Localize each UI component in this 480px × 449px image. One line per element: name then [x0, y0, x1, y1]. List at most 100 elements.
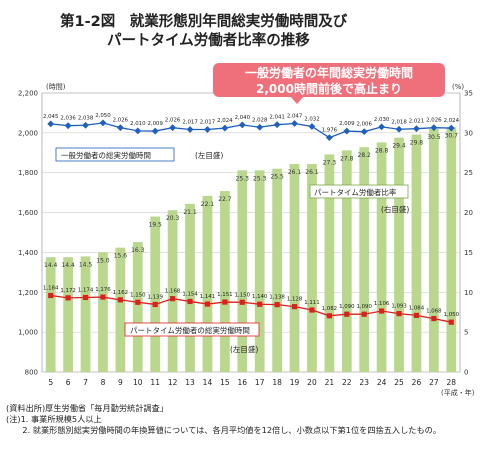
- bar-label: 26.1: [305, 169, 319, 176]
- bar-label: 28.8: [375, 147, 389, 154]
- x-tick-label: 17: [255, 378, 265, 387]
- series-value-label: 2,038: [78, 115, 94, 121]
- chart: 14.4 14.4 14.515.0 15.616.3 19.520.321.1 22.1…: [18, 83, 475, 397]
- series-marker: [65, 295, 71, 301]
- series-value-label: 1,168: [165, 289, 181, 295]
- x-tick-label: 22: [342, 378, 352, 387]
- y-right-tick-label: 10: [464, 289, 473, 297]
- x-tick-label: 7: [83, 378, 88, 387]
- page-title-line1: 第1-2図 就業形態別年間総実労働時間及び: [60, 14, 348, 30]
- bar: [394, 137, 404, 372]
- series-marker: [47, 120, 55, 128]
- series-value-label: 1,172: [60, 288, 75, 294]
- series-marker: [187, 298, 193, 305]
- series-marker: [257, 301, 263, 307]
- y-left-tick-label: 1,800: [18, 169, 38, 177]
- axis-layer: 800 1,000 1,200 1,400 1,600 1,800 2,000 2,200 0 5…: [18, 90, 473, 388]
- series-value-label: 2,021: [409, 119, 424, 125]
- series-marker: [344, 311, 350, 317]
- bar-label: 29.4: [392, 143, 406, 150]
- x-tick-label: 10: [133, 378, 143, 387]
- series-value-label: 2,024: [444, 118, 460, 124]
- x-tick-label: 25: [394, 378, 404, 387]
- y-left-tick-label: 2,200: [18, 90, 38, 98]
- series-value-label: 2,040: [235, 115, 251, 121]
- series-marker: [82, 121, 89, 129]
- bar: [80, 256, 91, 372]
- y-right-tick-label: 5: [464, 329, 468, 337]
- series-value-label: 1,176: [95, 287, 111, 293]
- series-marker: [396, 311, 402, 317]
- bar-label: 14.5: [79, 261, 93, 268]
- series-value-label: 2,024: [217, 118, 233, 124]
- x-unit: (平成・年): [441, 388, 475, 397]
- y-left-tick-label: 1,200: [18, 289, 38, 297]
- bar-label: 30.5: [427, 134, 441, 141]
- x-tick-label: 21: [325, 378, 335, 387]
- bar: [132, 242, 143, 372]
- bar-label: 22.7: [218, 196, 232, 203]
- series-value-label: 2,036: [60, 116, 76, 122]
- series-marker: [378, 123, 386, 131]
- footnote-note-1: (注)1. 事業所規模5人以上: [6, 414, 102, 424]
- bar: [446, 127, 457, 372]
- legend-general-note: (左目盛): [195, 150, 223, 160]
- series-marker: [395, 125, 403, 133]
- series-value-label: 2,017: [200, 119, 215, 125]
- x-tick-label: 14: [203, 378, 213, 387]
- series-marker: [204, 301, 211, 307]
- series-value-label: 2,017: [182, 119, 197, 125]
- series-marker: [48, 292, 54, 299]
- series-marker: [343, 127, 351, 135]
- x-tick-label: 9: [118, 378, 123, 387]
- series-marker: [134, 127, 142, 135]
- series-marker: [152, 301, 158, 308]
- series-marker: [135, 299, 141, 305]
- callout-line2: 2,000時間前後で高止まり: [256, 82, 402, 96]
- bar: [411, 134, 422, 372]
- legend-part-hours: パートタイム労働者の総実労働時間 (左目盛): [124, 322, 260, 354]
- bar: [307, 163, 317, 372]
- series-value-label: 1,138: [269, 295, 285, 301]
- x-tick-label: 23: [359, 378, 369, 387]
- series-value-label: 2,028: [252, 117, 268, 123]
- series-marker: [151, 127, 159, 135]
- series-marker: [273, 121, 281, 129]
- y-left-tick-label: 800: [25, 369, 38, 377]
- series-marker: [447, 124, 455, 132]
- series-value-label: 1,184: [43, 285, 59, 291]
- bar-label: 27.3: [323, 159, 337, 166]
- series-marker: [239, 299, 245, 305]
- x-tick-label: 11: [150, 378, 160, 387]
- series-value-label: 2,009: [147, 121, 163, 127]
- series-value-label: 2,032: [304, 116, 319, 122]
- series-marker: [309, 307, 315, 313]
- y-right-tick-label: 35: [464, 90, 473, 98]
- y-right-tick-label: 30: [464, 129, 473, 137]
- series-value-label: 1,141: [200, 294, 215, 300]
- bar: [289, 163, 300, 372]
- x-tick-label: 8: [101, 378, 106, 387]
- bar-labels-layer: 14.4 14.4 14.515.0 15.616.3 19.520.321.1 22.1…: [44, 132, 458, 269]
- bar-label: 29.8: [410, 139, 424, 146]
- series-value-label: 2,010: [130, 121, 146, 127]
- y-right-tick-label: 15: [464, 249, 473, 257]
- y-left-tick-label: 1,000: [18, 329, 38, 337]
- series-value-label: 2,026: [113, 118, 129, 124]
- legend-part-ratio: パートタイム労働者比率 (右目盛): [309, 184, 409, 214]
- bar-label: 25.3: [253, 175, 267, 182]
- series-value-label: 1,106: [374, 301, 390, 307]
- x-tick-label: 24: [377, 378, 387, 387]
- series-value-label: 1,050: [444, 312, 460, 318]
- legend-part-hours-label: パートタイム労働者の総実労働時間: [130, 325, 250, 335]
- bar: [185, 203, 195, 372]
- series-value-label: 1,082: [322, 306, 337, 312]
- x-tick-label: 15: [220, 378, 230, 387]
- bar: [45, 257, 56, 372]
- series-marker: [238, 121, 246, 129]
- series-line: [50, 294, 452, 323]
- series-marker: [325, 134, 333, 142]
- y-right-unit: (%): [452, 83, 464, 91]
- series-marker: [448, 319, 454, 325]
- bar-label: 21.1: [183, 209, 197, 216]
